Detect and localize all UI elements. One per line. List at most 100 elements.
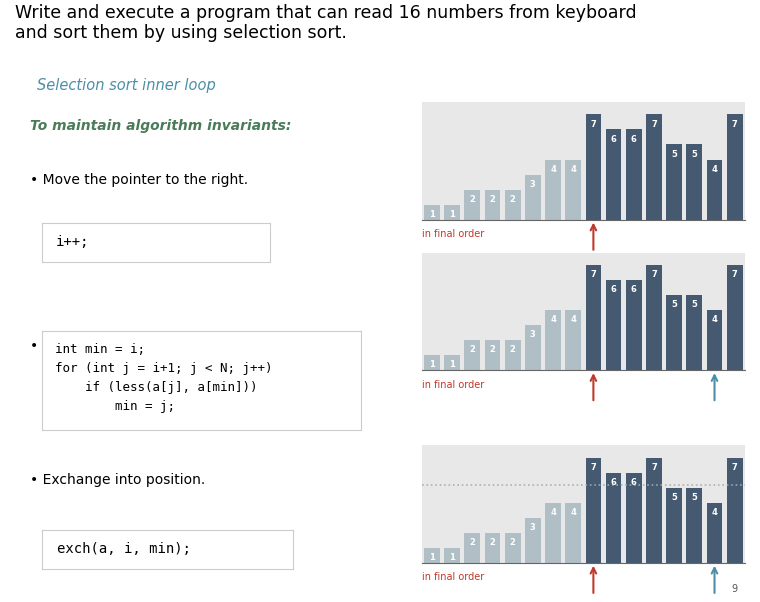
Bar	[707, 310, 723, 370]
Text: 6: 6	[631, 478, 637, 487]
Text: 5: 5	[692, 150, 697, 159]
Bar	[585, 458, 601, 563]
Text: 5: 5	[692, 300, 697, 309]
Text: 1: 1	[429, 553, 435, 562]
Text: 7: 7	[591, 270, 597, 279]
Text: 7: 7	[732, 120, 738, 129]
Bar	[505, 190, 521, 220]
Bar	[667, 144, 682, 220]
Bar	[485, 340, 500, 370]
Bar	[424, 548, 440, 563]
Text: 7: 7	[651, 120, 657, 129]
Text: 2: 2	[489, 346, 496, 355]
Text: 4: 4	[711, 508, 717, 517]
Bar	[525, 325, 540, 370]
Bar	[727, 458, 743, 563]
Text: 2: 2	[489, 538, 496, 547]
Bar	[667, 295, 682, 370]
Bar	[707, 160, 723, 220]
Text: 2: 2	[510, 538, 515, 547]
Text: 2: 2	[489, 195, 496, 204]
Bar	[606, 280, 622, 370]
Bar	[606, 129, 622, 220]
Text: • Exchange into position.: • Exchange into position.	[30, 473, 205, 487]
Text: 5: 5	[692, 493, 697, 502]
Bar	[686, 488, 702, 563]
Bar	[606, 473, 622, 563]
Bar	[424, 205, 440, 220]
Text: 6: 6	[610, 478, 616, 487]
Bar	[545, 310, 561, 370]
Bar	[444, 205, 460, 220]
Text: 4: 4	[570, 165, 576, 174]
Bar	[727, 265, 743, 370]
Text: exch(a, i, min);: exch(a, i, min);	[57, 542, 191, 556]
Text: 2: 2	[470, 195, 475, 204]
Bar	[505, 340, 521, 370]
Bar	[727, 114, 743, 220]
Bar	[585, 265, 601, 370]
Text: i++;: i++;	[55, 235, 89, 249]
Text: 3: 3	[530, 180, 536, 189]
Text: in final order: in final order	[422, 573, 484, 582]
Text: 2: 2	[510, 346, 515, 355]
Bar	[667, 488, 682, 563]
Text: 7: 7	[651, 270, 657, 279]
Bar	[646, 458, 662, 563]
Text: 6: 6	[631, 135, 637, 144]
Text: 4: 4	[711, 315, 717, 324]
Text: 1: 1	[449, 553, 455, 562]
Bar	[585, 114, 601, 220]
Text: • Move the pointer to the right.: • Move the pointer to the right.	[30, 173, 248, 187]
Text: 2: 2	[470, 346, 475, 355]
Text: 1: 1	[449, 361, 455, 370]
Text: 9: 9	[732, 584, 738, 594]
Text: 1: 1	[429, 361, 435, 370]
Text: in final order: in final order	[422, 229, 484, 239]
Text: 4: 4	[550, 165, 556, 174]
Text: 3: 3	[530, 330, 536, 340]
Bar	[464, 533, 480, 563]
Text: 2: 2	[470, 538, 475, 547]
Text: 4: 4	[711, 165, 717, 174]
Text: 4: 4	[550, 315, 556, 324]
Bar	[505, 533, 521, 563]
Bar	[646, 265, 662, 370]
Bar	[464, 340, 480, 370]
Text: Write and execute a program that can read 16 numbers from keyboard
and sort them: Write and execute a program that can rea…	[15, 4, 637, 42]
Text: 4: 4	[550, 508, 556, 517]
Text: 6: 6	[631, 285, 637, 294]
Bar	[707, 503, 723, 563]
Text: 5: 5	[671, 300, 677, 309]
Bar	[646, 114, 662, 220]
Bar	[444, 355, 460, 370]
Bar	[525, 518, 540, 563]
Bar	[565, 503, 581, 563]
Text: • Identify index of minimum entry on right.: • Identify index of minimum entry on rig…	[30, 339, 330, 353]
Text: 7: 7	[651, 463, 657, 472]
Bar	[545, 503, 561, 563]
Bar	[565, 310, 581, 370]
Text: To maintain algorithm invariants:: To maintain algorithm invariants:	[30, 119, 291, 134]
Text: 5: 5	[671, 150, 677, 159]
Bar	[525, 175, 540, 220]
Text: in final order: in final order	[422, 380, 484, 389]
Bar	[464, 190, 480, 220]
Text: 2: 2	[510, 195, 515, 204]
Text: 4: 4	[570, 508, 576, 517]
Text: 4: 4	[570, 315, 576, 324]
Text: 6: 6	[610, 285, 616, 294]
Bar	[686, 144, 702, 220]
Text: 5: 5	[671, 493, 677, 502]
Bar	[626, 280, 641, 370]
Bar	[424, 355, 440, 370]
Bar	[626, 473, 641, 563]
Bar	[485, 533, 500, 563]
Text: 7: 7	[732, 270, 738, 279]
Text: 6: 6	[610, 135, 616, 144]
Bar	[686, 295, 702, 370]
Text: 7: 7	[591, 463, 597, 472]
Bar	[626, 129, 641, 220]
Bar	[444, 548, 460, 563]
Bar	[545, 160, 561, 220]
